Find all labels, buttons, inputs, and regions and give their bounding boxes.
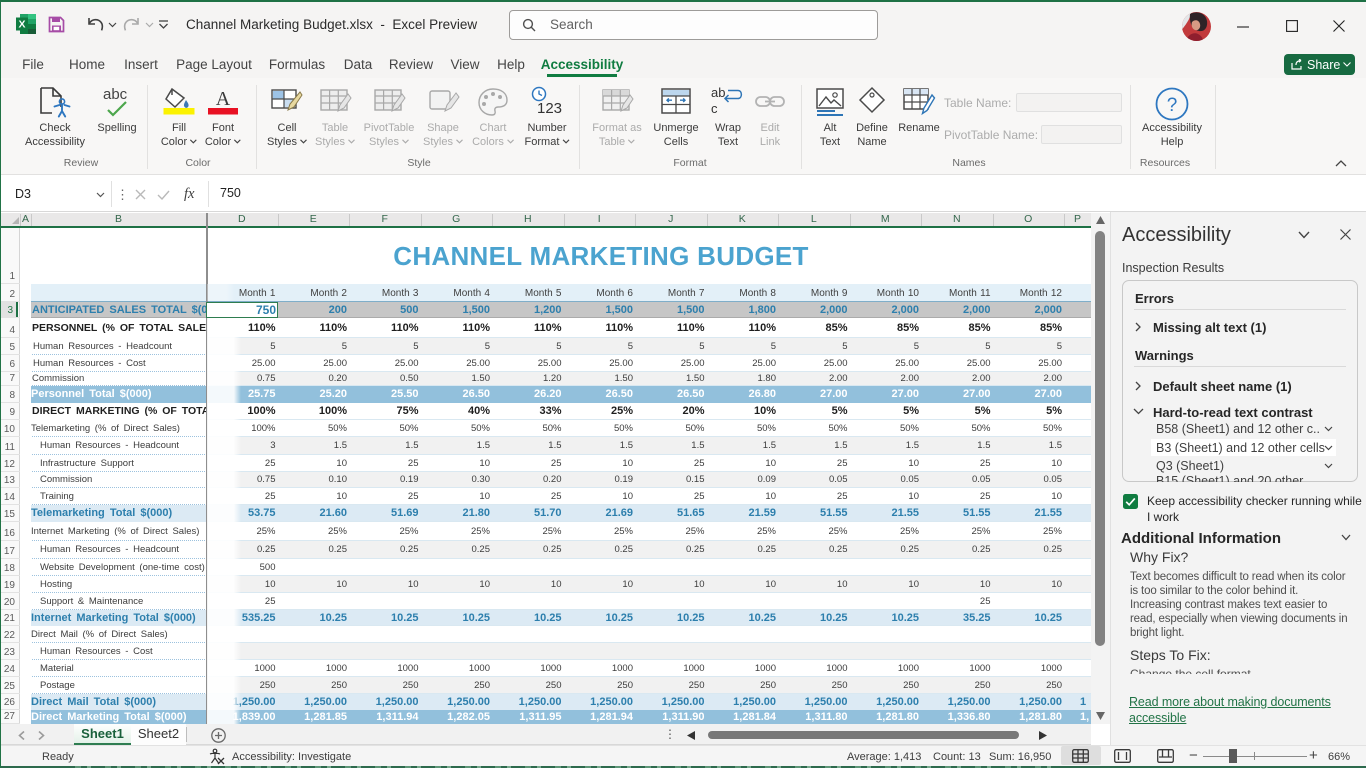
svg-text:X: X <box>18 19 25 31</box>
svg-text:c: c <box>711 101 718 116</box>
svg-text:?: ? <box>1167 95 1178 116</box>
svg-text:abc: abc <box>103 86 128 103</box>
svg-text:123: 123 <box>537 100 562 117</box>
svg-text:A: A <box>216 88 231 110</box>
svg-text:ab: ab <box>711 86 725 100</box>
